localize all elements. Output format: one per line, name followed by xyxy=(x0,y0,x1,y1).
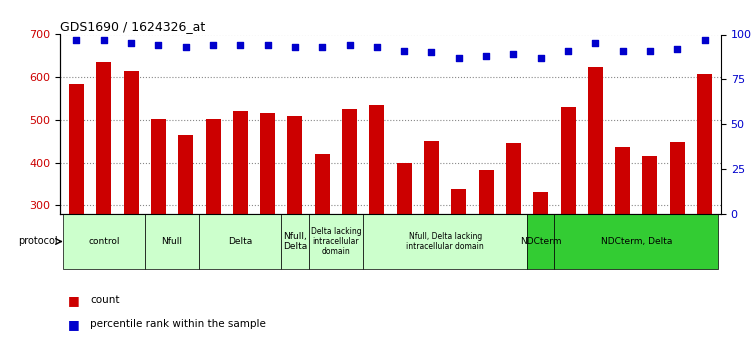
Point xyxy=(508,51,520,57)
Text: Delta: Delta xyxy=(228,237,252,246)
Bar xyxy=(560,107,575,214)
Bar xyxy=(363,214,527,269)
Point xyxy=(371,44,383,50)
Point xyxy=(535,55,547,61)
Point xyxy=(480,53,492,59)
Bar xyxy=(533,192,548,214)
Bar xyxy=(63,214,145,269)
Bar xyxy=(527,214,554,269)
Bar xyxy=(69,85,84,214)
Text: control: control xyxy=(88,237,119,246)
Point xyxy=(426,50,438,55)
Point xyxy=(98,37,110,43)
Point xyxy=(590,41,602,46)
Point xyxy=(152,42,164,48)
Bar xyxy=(642,156,657,214)
Bar xyxy=(178,135,193,214)
Text: Nfull: Nfull xyxy=(161,237,182,246)
Bar xyxy=(260,113,275,214)
Point xyxy=(671,46,683,52)
Text: Nfull,
Delta: Nfull, Delta xyxy=(283,232,307,251)
Point xyxy=(343,42,355,48)
Text: count: count xyxy=(90,295,119,305)
Bar xyxy=(145,214,199,269)
Bar xyxy=(315,154,330,214)
Text: protocol: protocol xyxy=(18,237,57,246)
Point xyxy=(179,44,192,50)
Point xyxy=(698,37,710,43)
Bar xyxy=(199,214,282,269)
Bar xyxy=(451,189,466,214)
Text: percentile rank within the sample: percentile rank within the sample xyxy=(90,319,266,329)
Point xyxy=(261,42,273,48)
Point xyxy=(289,44,301,50)
Bar xyxy=(151,119,166,214)
Text: ■: ■ xyxy=(68,318,80,331)
Text: NDCterm, Delta: NDCterm, Delta xyxy=(601,237,672,246)
Text: NDCterm: NDCterm xyxy=(520,237,562,246)
Bar xyxy=(554,214,718,269)
Bar xyxy=(697,74,712,214)
Point xyxy=(125,41,137,46)
Bar xyxy=(342,109,357,214)
Bar xyxy=(282,214,309,269)
Bar xyxy=(588,67,603,214)
Bar xyxy=(478,170,493,214)
Point xyxy=(316,44,328,50)
Text: ■: ■ xyxy=(68,294,80,307)
Point xyxy=(234,42,246,48)
Bar xyxy=(424,141,439,214)
Point xyxy=(398,48,410,53)
Bar xyxy=(397,162,412,214)
Point xyxy=(71,37,83,43)
Text: GDS1690 / 1624326_at: GDS1690 / 1624326_at xyxy=(60,20,205,33)
Point xyxy=(562,48,574,53)
Point xyxy=(207,42,219,48)
Text: Delta lacking
intracellular
domain: Delta lacking intracellular domain xyxy=(311,227,361,256)
Bar xyxy=(506,142,521,214)
Bar xyxy=(309,214,363,269)
Bar xyxy=(233,110,248,214)
Bar xyxy=(369,105,385,214)
Bar xyxy=(670,142,685,214)
Point xyxy=(644,48,656,53)
Point xyxy=(617,48,629,53)
Bar xyxy=(206,119,221,214)
Bar xyxy=(124,71,139,214)
Text: Nfull, Delta lacking
intracellular domain: Nfull, Delta lacking intracellular domai… xyxy=(406,232,484,251)
Bar xyxy=(96,62,111,214)
Point xyxy=(453,55,465,61)
Bar xyxy=(288,116,303,214)
Bar xyxy=(615,147,630,214)
